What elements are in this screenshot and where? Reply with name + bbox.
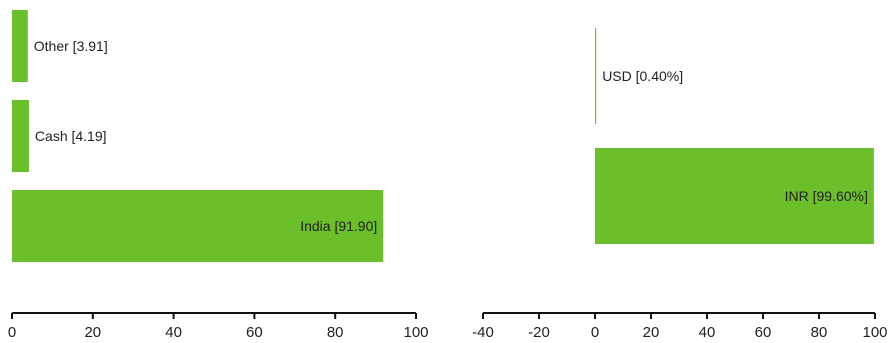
x-tick-label: 40 bbox=[699, 324, 716, 338]
data-label-india: India [91.90] bbox=[300, 218, 377, 234]
bar-usd bbox=[595, 28, 597, 124]
bar-other bbox=[12, 10, 28, 82]
currency-chart: USD [0.40%] INR [99.60%] -40 -20 0 20 40 60 80 10… bbox=[472, 28, 888, 341]
x-tick-label: 20 bbox=[84, 324, 101, 338]
bar-cash bbox=[12, 100, 29, 172]
x-tick-label: 0 bbox=[591, 324, 599, 338]
x-tick-label: -40 bbox=[472, 324, 494, 338]
x-tick-label: 0 bbox=[8, 324, 16, 338]
data-label-usd: USD [0.40%] bbox=[602, 68, 683, 84]
x-tick-label: 100 bbox=[403, 324, 428, 338]
bar-inr bbox=[595, 148, 874, 244]
x-tick-label: 40 bbox=[165, 324, 182, 338]
allocation-chart: Other [3.91] Cash [4.19] India [91.90] 0 20 4… bbox=[8, 10, 429, 341]
x-tick-label: 100 bbox=[862, 324, 887, 338]
x-tick-label: 80 bbox=[327, 324, 344, 338]
x-tick-label: -20 bbox=[528, 324, 550, 338]
data-label-inr: INR [99.60%] bbox=[785, 188, 868, 204]
x-tick-label: 60 bbox=[246, 324, 263, 338]
x-tick-label: 20 bbox=[643, 324, 660, 338]
data-label-other: Other [3.91] bbox=[34, 38, 108, 54]
x-tick-label: 80 bbox=[811, 324, 828, 338]
bar-india bbox=[12, 190, 384, 262]
data-label-cash: Cash [4.19] bbox=[35, 128, 107, 144]
x-tick-label: 60 bbox=[755, 324, 772, 338]
